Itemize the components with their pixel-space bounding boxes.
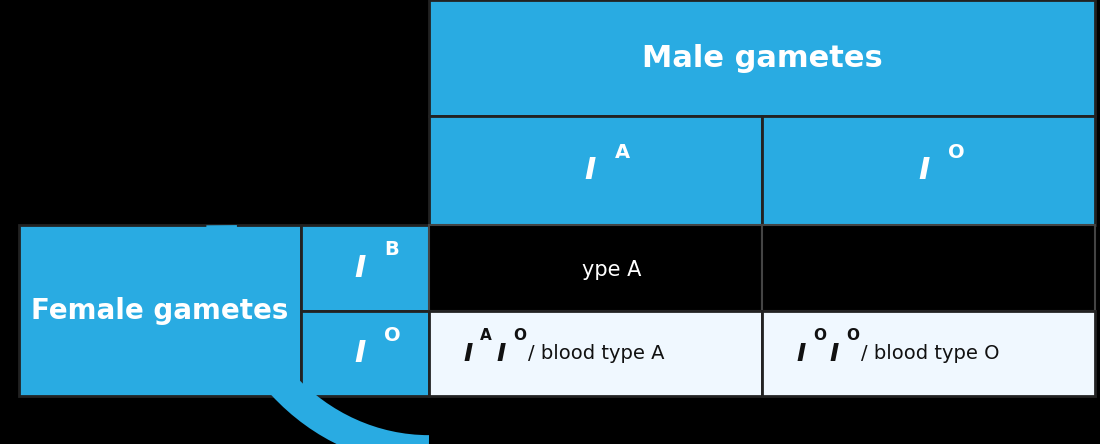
Text: I: I	[354, 339, 365, 368]
Text: O: O	[385, 325, 402, 345]
Text: O: O	[948, 143, 965, 162]
Bar	[429, 0, 1096, 116]
Text: Male gametes: Male gametes	[641, 44, 882, 73]
Text: I: I	[585, 156, 596, 185]
Bar	[762, 311, 1096, 396]
Text: I: I	[829, 341, 838, 366]
Text: I: I	[496, 341, 505, 366]
Text: I: I	[463, 341, 473, 366]
Text: A: A	[481, 329, 492, 344]
Text: I: I	[354, 254, 365, 282]
Text: O: O	[846, 329, 859, 344]
Text: / blood type A: / blood type A	[528, 344, 664, 363]
Text: / blood type O: / blood type O	[860, 344, 999, 363]
Bar	[300, 225, 429, 311]
Text: B: B	[385, 240, 399, 259]
Bar	[762, 116, 1096, 225]
Text: A: A	[615, 143, 630, 162]
Text: I: I	[796, 341, 806, 366]
Bar	[20, 225, 300, 396]
Bar	[429, 311, 762, 396]
Text: ype A: ype A	[582, 260, 641, 280]
Bar	[762, 225, 1096, 311]
Text: I: I	[917, 156, 930, 185]
Text: O: O	[813, 329, 826, 344]
Text: Female gametes: Female gametes	[31, 297, 288, 325]
Bar	[300, 311, 429, 396]
Bar	[429, 116, 762, 225]
Bar	[429, 225, 762, 311]
Text: O: O	[513, 329, 526, 344]
